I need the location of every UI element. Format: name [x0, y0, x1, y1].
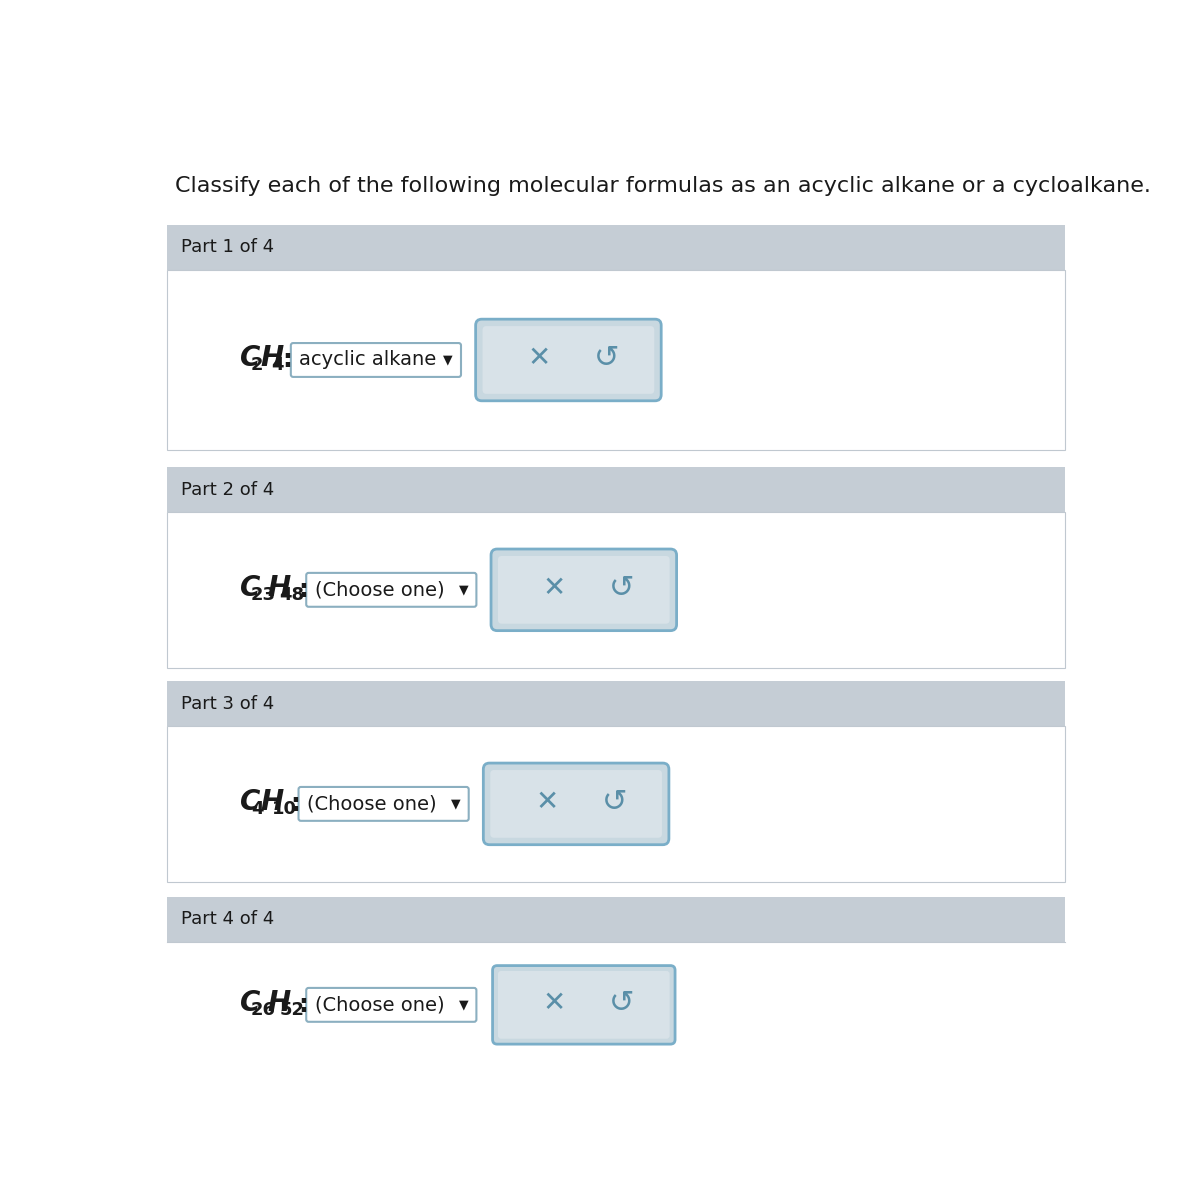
FancyBboxPatch shape [290, 343, 461, 377]
Bar [167, 224, 1066, 270]
Text: Part 3 of 4: Part 3 of 4 [181, 695, 274, 713]
Text: :: : [282, 348, 293, 372]
Text: ▼: ▼ [451, 797, 461, 810]
Text: Part 1 of 4: Part 1 of 4 [181, 238, 274, 256]
Text: ↺: ↺ [594, 344, 619, 373]
Text: Part 4 of 4: Part 4 of 4 [181, 911, 274, 929]
Text: Part 2 of 4: Part 2 of 4 [181, 481, 274, 499]
Text: (Choose one): (Choose one) [314, 581, 444, 599]
FancyBboxPatch shape [491, 770, 662, 838]
Text: H: H [260, 788, 283, 816]
Text: :: : [290, 792, 300, 816]
FancyBboxPatch shape [299, 787, 469, 821]
Text: H: H [268, 575, 290, 602]
Text: :: : [298, 578, 307, 602]
Text: C: C [240, 575, 260, 602]
FancyBboxPatch shape [491, 550, 677, 631]
Text: 4: 4 [271, 356, 284, 374]
Bar [167, 467, 1066, 512]
Bar [167, 898, 1066, 942]
Text: ↺: ↺ [610, 989, 635, 1018]
Bar [167, 512, 1066, 667]
Text: ✕: ✕ [542, 575, 566, 602]
Text: 4: 4 [251, 800, 263, 818]
Text: 10: 10 [271, 800, 296, 818]
Bar [167, 942, 1066, 1068]
Text: (Choose one): (Choose one) [314, 995, 444, 1014]
Text: ✕: ✕ [542, 989, 566, 1018]
Text: 48: 48 [280, 587, 305, 605]
Text: ▼: ▼ [458, 583, 468, 596]
FancyBboxPatch shape [475, 319, 661, 401]
Text: ✕: ✕ [535, 788, 558, 816]
Text: C: C [240, 788, 260, 816]
FancyBboxPatch shape [484, 763, 668, 845]
Text: acyclic alkane: acyclic alkane [299, 350, 437, 370]
Text: ✕: ✕ [527, 344, 551, 372]
Text: ▼: ▼ [443, 354, 452, 366]
Bar [167, 682, 1066, 726]
Bar [167, 726, 1066, 882]
Text: 2: 2 [251, 356, 263, 374]
FancyBboxPatch shape [306, 572, 476, 607]
FancyBboxPatch shape [498, 556, 670, 624]
FancyBboxPatch shape [306, 988, 476, 1022]
Text: ↺: ↺ [610, 574, 635, 602]
Text: C: C [240, 344, 260, 372]
Text: 26: 26 [251, 1001, 276, 1019]
Text: Classify each of the following molecular formulas as an acyclic alkane or a cycl: Classify each of the following molecular… [174, 176, 1151, 197]
Text: H: H [260, 344, 283, 372]
FancyBboxPatch shape [498, 971, 670, 1039]
Text: :: : [298, 992, 307, 1016]
Bar [167, 270, 1066, 450]
Text: H: H [268, 989, 290, 1018]
Text: 52: 52 [280, 1001, 305, 1019]
FancyBboxPatch shape [482, 326, 654, 394]
Text: (Choose one): (Choose one) [307, 794, 437, 814]
Text: 23: 23 [251, 587, 276, 605]
Text: ▼: ▼ [458, 998, 468, 1012]
Text: ↺: ↺ [601, 788, 626, 817]
Text: C: C [240, 989, 260, 1018]
FancyBboxPatch shape [492, 966, 676, 1044]
